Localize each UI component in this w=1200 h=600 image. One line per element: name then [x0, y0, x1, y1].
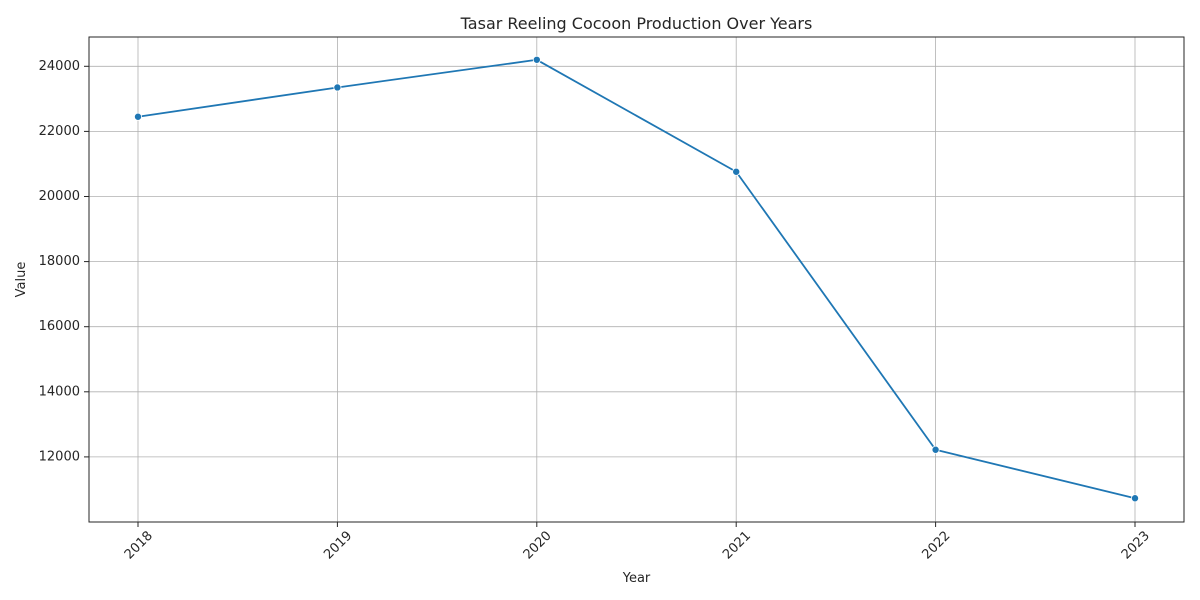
plot-frame	[88, 36, 1185, 523]
series-line	[137, 58, 1136, 500]
series-layer	[133, 55, 1140, 503]
data-point	[532, 55, 541, 64]
y-tick-label: 18000	[39, 254, 80, 269]
data-point	[133, 112, 142, 121]
labels-layer: Tasar Reeling Cocoon Production Over Yea…	[14, 14, 812, 586]
y-axis-label: Value	[14, 262, 29, 298]
x-axis-label: Year	[622, 571, 651, 586]
data-point	[931, 445, 940, 454]
y-tick-label: 24000	[39, 59, 80, 74]
data-point	[1131, 494, 1140, 503]
grid-layer	[89, 37, 1184, 522]
y-tick-label: 22000	[39, 124, 80, 139]
y-tick-label: 16000	[39, 319, 80, 334]
y-tick-label: 14000	[39, 384, 80, 399]
data-point	[333, 83, 342, 92]
y-tick-label: 12000	[39, 449, 80, 464]
chart-title: Tasar Reeling Cocoon Production Over Yea…	[460, 14, 813, 33]
data-point	[732, 167, 741, 176]
y-tick-label: 20000	[39, 189, 80, 204]
